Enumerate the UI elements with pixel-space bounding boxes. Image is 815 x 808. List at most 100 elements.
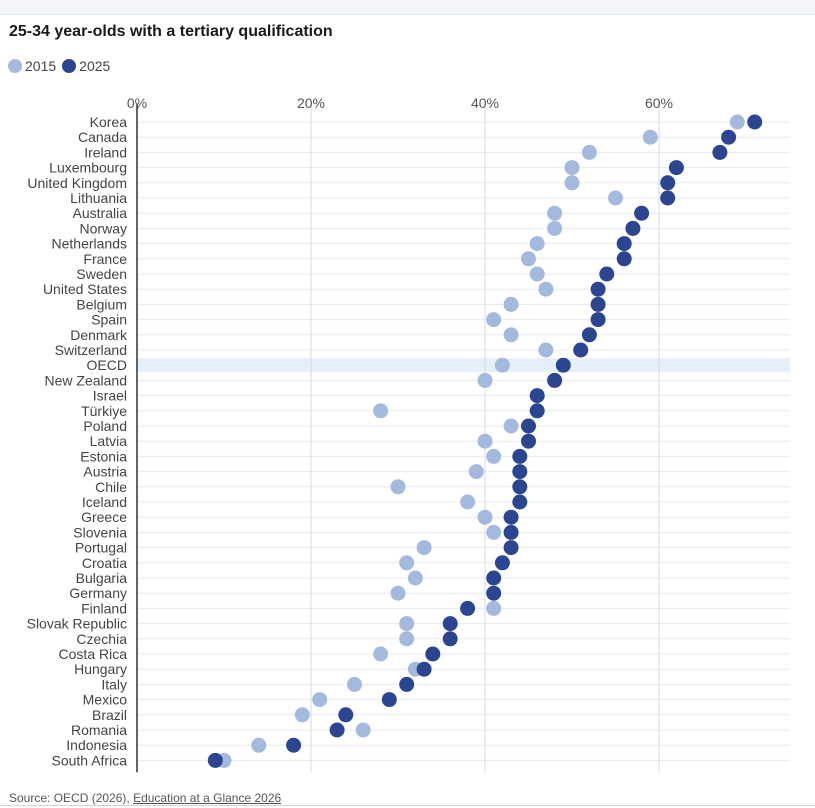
dot-2025 [555, 357, 571, 373]
category-label: Latvia [90, 433, 128, 449]
dot-2025 [747, 114, 763, 130]
dot-2025 [521, 433, 536, 449]
chart-title: 25-34 year-olds with a tertiary qualific… [9, 23, 333, 40]
dot-2015 [477, 433, 493, 449]
source-link[interactable]: Education at a Glance 2026 [133, 791, 282, 805]
category-label: South Africa [52, 752, 128, 768]
dot-2015 [608, 190, 623, 206]
x-tick-label: 60% [645, 95, 673, 111]
dot-2015 [460, 494, 476, 510]
dot-2015 [503, 327, 519, 343]
dot-2015 [642, 129, 658, 145]
x-tick-label: 0% [127, 95, 147, 111]
category-label: Mexico [83, 692, 128, 708]
dot-2025 [512, 494, 528, 510]
legend-label-2025: 2025 [79, 58, 111, 74]
dot-2025 [529, 403, 545, 419]
dot-2015 [477, 372, 493, 388]
dot-2015 [503, 418, 519, 434]
dot-2025 [425, 646, 441, 662]
legend: 2015 2025 [8, 58, 116, 74]
dot-2015 [486, 312, 502, 328]
dot-2025 [486, 570, 502, 586]
category-label: Austria [83, 464, 127, 480]
dot-2015 [477, 509, 493, 525]
dot-2015 [529, 266, 545, 282]
category-label: Denmark [70, 327, 128, 343]
dot-2025 [512, 479, 528, 495]
dot-2025 [207, 752, 223, 768]
category-label: Korea [90, 114, 128, 130]
category-label: Luxembourg [49, 160, 127, 176]
dot-2015 [373, 646, 389, 662]
dot-2025 [442, 616, 458, 632]
dot-plot-chart: 0% 20% 40% 60%KoreaCanadaIrelandLuxembourgU… [27, 95, 790, 773]
category-label: Italy [101, 676, 127, 692]
legend-item-2015[interactable]: 2015 [8, 58, 56, 74]
source-prefix: Source: OECD (2026), [9, 791, 134, 805]
category-label: Costa Rica [59, 646, 128, 662]
dot-2025 [416, 661, 432, 677]
dot-2025 [286, 737, 302, 753]
category-label: Canada [78, 129, 127, 145]
category-label: Ireland [84, 144, 127, 160]
dot-2015 [547, 205, 563, 221]
dot-2025 [503, 524, 519, 540]
dot-2025 [521, 418, 536, 434]
dot-2025 [512, 464, 528, 480]
category-label: Switzerland [55, 342, 127, 358]
top-band [0, 0, 815, 15]
category-label: Iceland [82, 494, 127, 510]
dot-2025 [660, 175, 676, 191]
dot-2015 [294, 707, 310, 723]
dot-2015 [564, 175, 580, 191]
dot-2025 [381, 692, 397, 708]
dot-2025 [599, 266, 615, 282]
dot-2025 [712, 144, 728, 160]
dot-2025 [616, 251, 632, 267]
dot-2015 [547, 220, 563, 236]
dot-2015 [468, 464, 484, 480]
dot-2025 [399, 676, 415, 692]
dot-2025 [590, 281, 606, 297]
dot-2025 [634, 205, 650, 221]
category-label: Estonia [80, 448, 127, 464]
legend-swatch-2025 [62, 59, 77, 73]
category-label: Slovenia [73, 524, 127, 540]
dot-2025 [590, 312, 606, 328]
x-tick-label: 20% [297, 95, 325, 111]
dot-2015 [581, 144, 597, 160]
category-label: Indonesia [66, 737, 127, 753]
dot-2015 [538, 342, 554, 358]
dot-2025 [625, 220, 641, 236]
category-label: OECD [87, 357, 127, 373]
category-label: Poland [83, 418, 127, 434]
dot-2015 [494, 357, 510, 373]
dot-2015 [399, 616, 415, 632]
category-label: Chile [95, 479, 127, 495]
dot-2025 [442, 631, 458, 647]
category-label: Czechia [76, 631, 127, 647]
category-label: Finland [81, 600, 127, 616]
dot-2015 [390, 585, 406, 601]
category-label: Spain [91, 312, 127, 328]
dot-2025 [486, 585, 502, 601]
category-label: Slovak Republic [27, 616, 127, 632]
category-label: Lithuania [70, 190, 127, 206]
dot-2015 [407, 570, 423, 586]
category-label: Israel [93, 388, 127, 404]
dot-2015 [521, 251, 536, 267]
legend-item-2025[interactable]: 2025 [62, 58, 110, 74]
dot-2015 [399, 555, 415, 571]
dot-2015 [347, 676, 362, 692]
category-label: Belgium [76, 296, 127, 312]
dot-2015 [373, 403, 389, 419]
dot-2025 [616, 236, 632, 252]
x-tick-label: 40% [471, 95, 499, 111]
dot-2025 [512, 448, 528, 464]
dot-2025 [668, 160, 684, 176]
dot-2025 [503, 540, 519, 556]
dot-2025 [660, 190, 676, 206]
dot-2025 [590, 296, 606, 312]
dot-2015 [390, 479, 406, 495]
